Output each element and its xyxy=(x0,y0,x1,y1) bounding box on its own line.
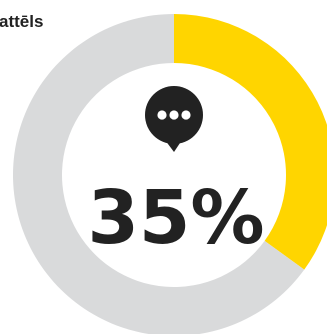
percentage-value-label: 35% xyxy=(87,175,264,261)
donut-slice-remainder xyxy=(13,14,305,334)
speech-bubble-icon xyxy=(145,86,203,152)
donut-slice-value xyxy=(174,14,327,270)
figure-caption: attēls xyxy=(0,12,44,31)
donut-slices xyxy=(13,14,327,334)
